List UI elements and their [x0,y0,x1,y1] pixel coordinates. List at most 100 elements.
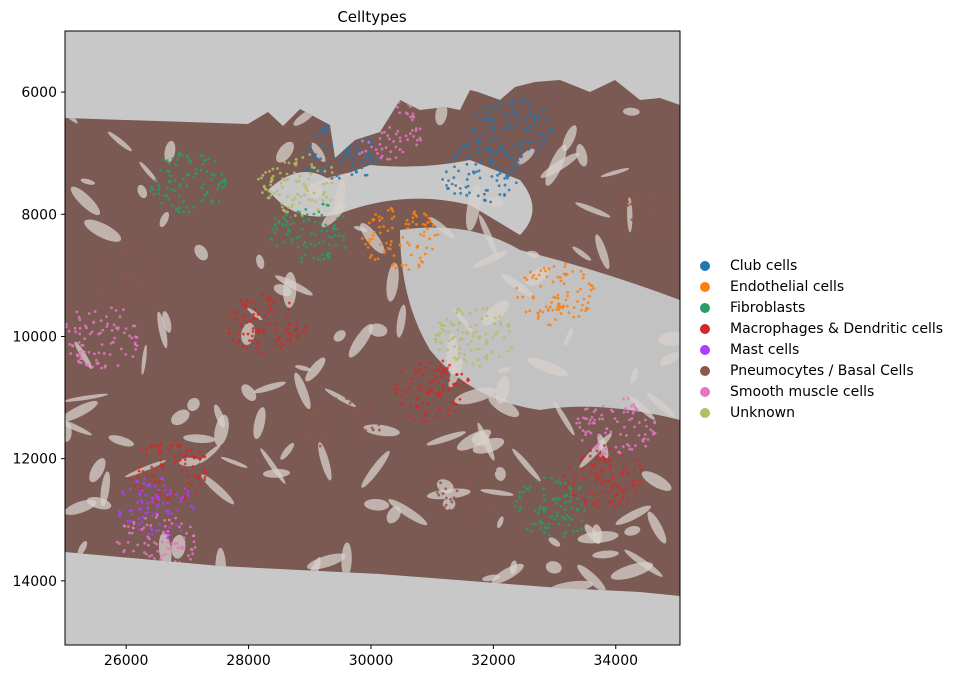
cell-point [96,287,100,291]
cell-point [108,297,112,300]
cell-point [433,233,437,237]
cell-point [564,485,568,489]
cell-point [345,451,349,455]
cell-point [557,302,561,306]
cell-point [633,425,636,429]
cell-point [443,514,447,518]
cell-point [310,165,314,169]
cell-point [428,237,432,241]
cell-point [460,372,464,376]
cell-point [459,191,463,195]
cell-point [626,203,630,207]
cell-point [635,458,639,462]
legend-label: Unknown [730,404,795,421]
cell-point [448,508,451,512]
cell-point [203,193,207,197]
cell-point [310,168,314,171]
cell-point [589,431,593,435]
cell-point [177,525,181,529]
cell-point [616,231,620,234]
tissue-gap [495,375,510,404]
cell-point [597,506,600,510]
legend-item: Endothelial cells [700,276,943,297]
cell-point [131,526,135,530]
cell-point [593,492,597,496]
cell-point [407,268,411,271]
cell-point [601,455,605,459]
cell-point [238,321,242,325]
cell-point [159,462,163,466]
cell-point [154,468,158,472]
cell-point [588,418,592,422]
cell-point [394,145,398,149]
cell-point [87,350,91,354]
cell-point [178,459,182,462]
cell-point [174,163,178,167]
cell-point [262,329,266,333]
cell-point [117,514,121,518]
cell-point [516,114,520,118]
legend-marker [700,323,710,334]
cell-point [400,402,404,406]
cell-point [431,508,435,512]
cell-point [131,513,134,516]
cell-point [644,230,648,233]
cell-point [409,404,413,408]
cell-point [633,202,637,206]
cell-point [360,444,364,447]
cell-point [177,194,181,197]
tissue-gap [517,148,535,165]
cell-point [544,305,548,309]
cell-point [557,522,561,526]
cell-point [154,529,158,533]
cell-point [386,246,390,250]
cell-point [360,237,364,240]
cell-point [261,292,265,296]
cell-point [313,444,317,448]
cell-point [174,516,178,520]
cell-point [366,245,370,249]
cell-point [312,212,316,216]
cell-point [335,227,338,231]
cell-point [227,327,231,331]
tissue-gap [214,414,229,446]
tissue-gap [241,384,257,402]
cell-point [623,218,627,222]
tissue-gap [448,358,463,388]
cell-point [370,158,374,162]
cell-point [496,136,500,140]
cell-point [565,514,569,517]
cell-point [614,445,618,449]
cell-point [192,456,196,460]
tissue-gap [220,456,248,468]
cell-point [146,257,150,261]
cell-point [400,369,404,373]
cell-point [99,319,103,323]
cell-point [626,200,630,204]
cell-point [298,235,301,239]
cell-point [116,299,120,303]
series-pneumocytes-basal-cells [85,184,680,521]
cell-point [568,499,572,503]
cell-point [570,517,574,521]
cell-point [198,457,202,461]
cell-point [572,306,576,309]
cell-point [123,302,127,306]
cell-point [306,189,310,193]
cell-point [157,488,161,492]
cell-point [182,200,186,203]
cell-point [494,333,498,336]
cell-point [115,540,119,544]
cell-point [135,280,139,284]
tissue-gap [624,549,663,577]
cell-point [647,204,651,208]
cell-point [280,223,284,226]
cell-point [260,191,264,195]
cell-point [503,336,506,340]
cell-point [441,178,445,181]
cell-point [593,472,597,475]
cell-point [112,268,116,271]
cell-point [612,482,616,486]
y-tick-label: 12000 [12,452,57,468]
legend-label: Fibroblasts [730,299,806,316]
